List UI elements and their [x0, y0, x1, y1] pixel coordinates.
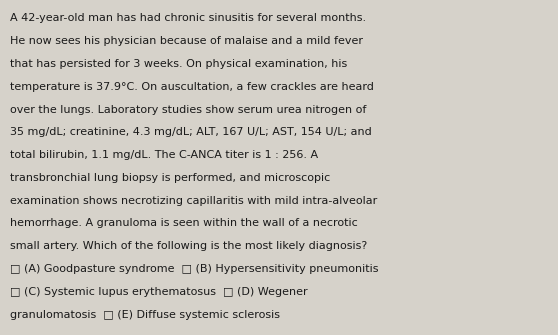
Text: He now sees his physician because of malaise and a mild fever: He now sees his physician because of mal…: [10, 36, 363, 46]
Text: 35 mg/dL; creatinine, 4.3 mg/dL; ALT, 167 U/L; AST, 154 U/L; and: 35 mg/dL; creatinine, 4.3 mg/dL; ALT, 16…: [10, 127, 372, 137]
Text: □ (C) Systemic lupus erythematosus  □ (D) Wegener: □ (C) Systemic lupus erythematosus □ (D)…: [10, 287, 307, 297]
Text: □ (A) Goodpasture syndrome  □ (B) Hypersensitivity pneumonitis: □ (A) Goodpasture syndrome □ (B) Hyperse…: [10, 264, 378, 274]
Text: examination shows necrotizing capillaritis with mild intra-alveolar: examination shows necrotizing capillarit…: [10, 196, 377, 206]
Text: temperature is 37.9°C. On auscultation, a few crackles are heard: temperature is 37.9°C. On auscultation, …: [10, 82, 374, 92]
Text: transbronchial lung biopsy is performed, and microscopic: transbronchial lung biopsy is performed,…: [10, 173, 330, 183]
Text: total bilirubin, 1.1 mg/dL. The C-ANCA titer is 1 : 256. A: total bilirubin, 1.1 mg/dL. The C-ANCA t…: [10, 150, 318, 160]
Text: over the lungs. Laboratory studies show serum urea nitrogen of: over the lungs. Laboratory studies show …: [10, 105, 367, 115]
Text: granulomatosis  □ (E) Diffuse systemic sclerosis: granulomatosis □ (E) Diffuse systemic sc…: [10, 310, 280, 320]
Text: A 42-year-old man has had chronic sinusitis for several months.: A 42-year-old man has had chronic sinusi…: [10, 13, 366, 23]
Text: small artery. Which of the following is the most likely diagnosis?: small artery. Which of the following is …: [10, 241, 367, 251]
Text: hemorrhage. A granuloma is seen within the wall of a necrotic: hemorrhage. A granuloma is seen within t…: [10, 218, 358, 228]
Text: that has persisted for 3 weeks. On physical examination, his: that has persisted for 3 weeks. On physi…: [10, 59, 347, 69]
